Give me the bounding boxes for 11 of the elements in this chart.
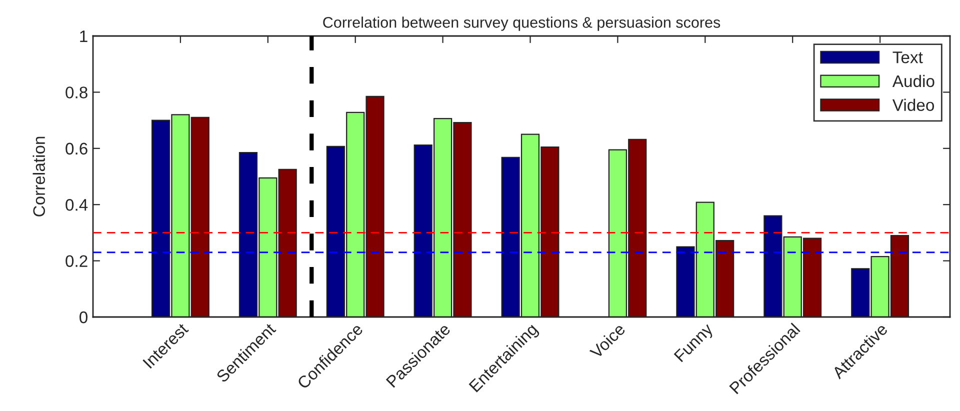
y-axis-title: Correlation xyxy=(32,136,46,216)
legend-label: Video xyxy=(892,98,934,111)
legend-label: Audio xyxy=(892,74,934,88)
y-tick-label: 0.4 xyxy=(66,199,88,211)
legend-label: Text xyxy=(892,52,923,64)
y-tick-label: 1 xyxy=(80,30,88,42)
y-tick-label: 0.6 xyxy=(66,142,88,155)
y-tick-label: 0.8 xyxy=(66,86,88,98)
chart-title: Correlation between survey questions & persuasion scores xyxy=(323,16,720,31)
y-tick-label: 0.2 xyxy=(66,255,88,268)
y-tick-label: 0 xyxy=(80,311,88,324)
